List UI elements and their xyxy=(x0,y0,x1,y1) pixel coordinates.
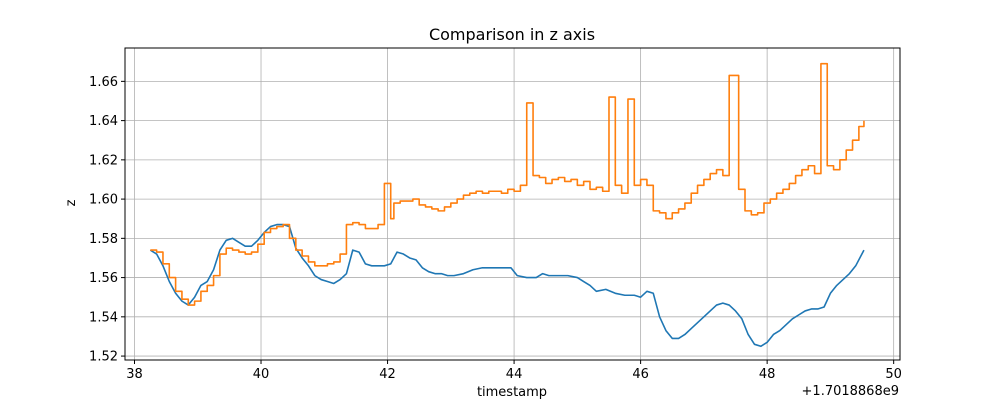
y-tick-label: 1.52 xyxy=(89,350,118,365)
plot-frame xyxy=(124,47,901,361)
y-tick-label: 1.64 xyxy=(89,114,118,129)
x-axis-ticks: 38 40 42 44 46 48 50 xyxy=(126,360,902,382)
y-tick-label: 1.62 xyxy=(89,153,118,168)
series-line-2 xyxy=(150,62,865,306)
series-line-1 xyxy=(149,223,865,348)
x-tick-label: 40 xyxy=(253,367,270,382)
x-tick-label: 48 xyxy=(759,367,776,382)
y-tick-label: 1.66 xyxy=(89,75,118,90)
x-tick-label: 42 xyxy=(379,367,396,382)
x-tick-label: 44 xyxy=(506,367,523,382)
y-tick-label: 1.58 xyxy=(89,232,118,247)
y-tick-label: 1.60 xyxy=(89,193,118,208)
x-tick-label: 46 xyxy=(632,367,649,382)
x-axis-label: timestamp xyxy=(477,385,547,400)
series-layer xyxy=(149,62,865,348)
chart-title: Comparison in z axis xyxy=(429,25,595,44)
x-tick-label: 38 xyxy=(126,367,143,382)
plot-area xyxy=(125,48,900,360)
grid-lines xyxy=(125,48,900,360)
y-tick-label: 1.56 xyxy=(89,271,118,286)
x-axis-offset-label: +1.7018868e9 xyxy=(802,384,899,399)
y-tick-label: 1.54 xyxy=(89,310,118,325)
y-axis-label: z xyxy=(64,199,79,206)
x-tick-label: 50 xyxy=(885,367,902,382)
y-axis-ticks: 1.52 1.54 1.56 1.58 1.60 1.62 1.64 1.66 xyxy=(89,75,125,365)
